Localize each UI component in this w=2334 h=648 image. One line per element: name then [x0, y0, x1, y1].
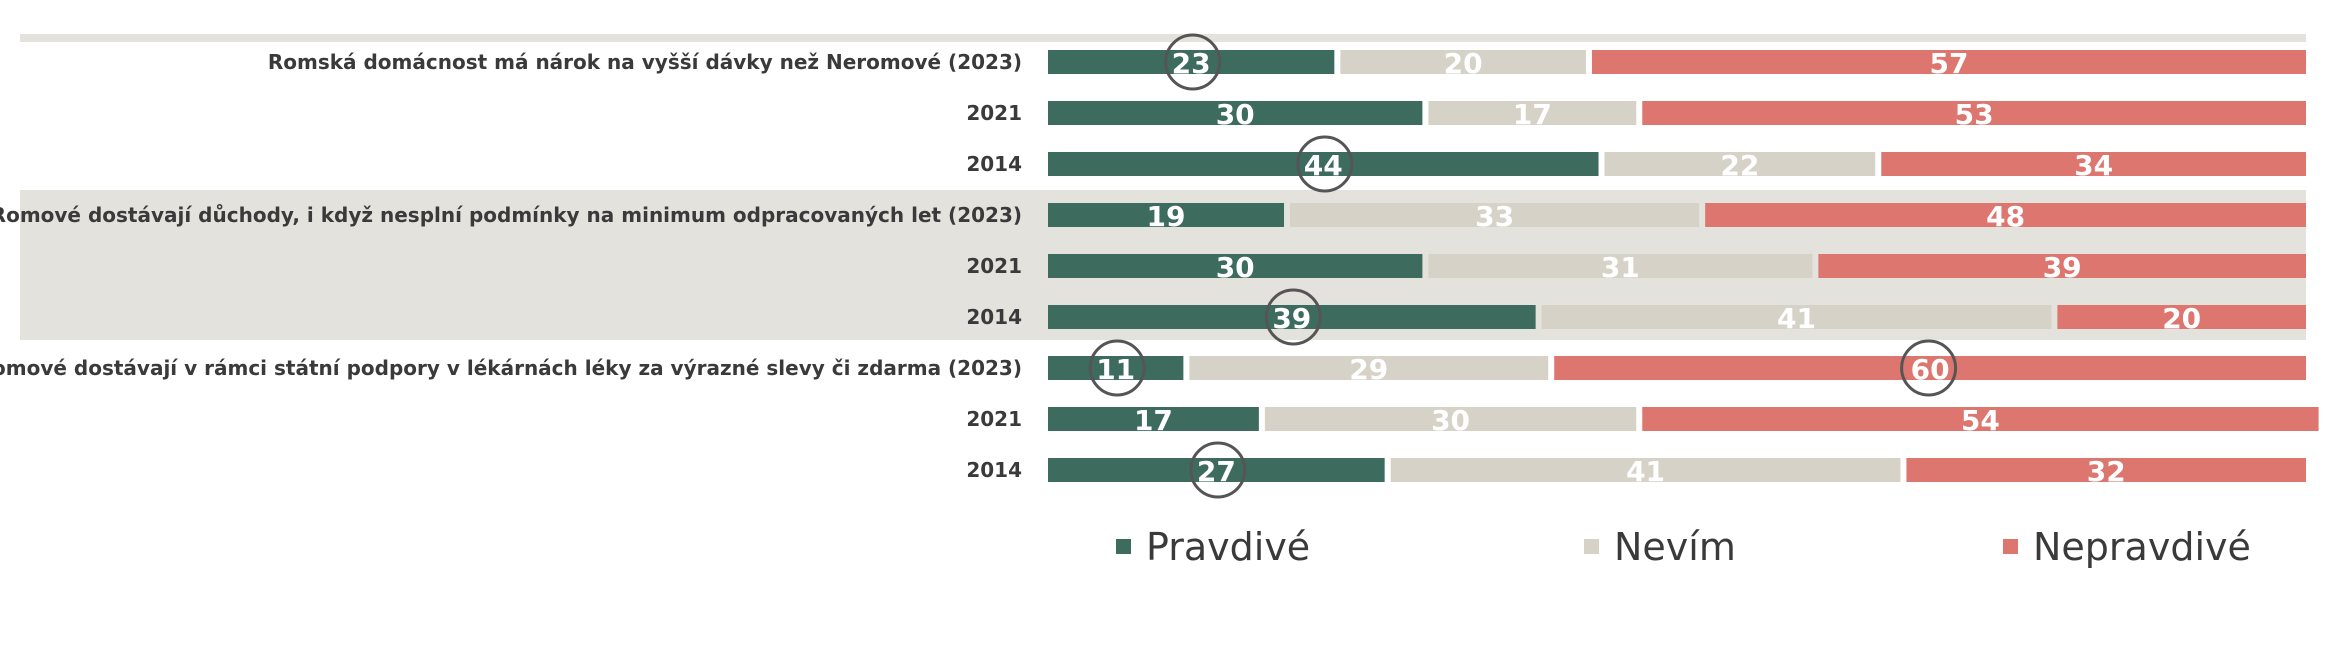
legend-swatch: [2003, 539, 2018, 554]
data-label: 31: [1601, 251, 1640, 284]
data-label: 39: [2043, 251, 2082, 284]
data-label: 17: [1134, 404, 1173, 437]
category-label: Romská domácnost má nárok na vyšší dávky…: [268, 50, 1022, 74]
bar-segment: [1881, 152, 2306, 176]
bar-segment: [1705, 203, 2306, 227]
bar-segment: [1642, 101, 2306, 125]
bar-segment: [1428, 254, 1813, 278]
data-label: 32: [2087, 455, 2126, 488]
data-label: 27: [1197, 455, 1236, 488]
highlight-circle: [1264, 288, 1322, 346]
data-label: 30: [1431, 404, 1470, 437]
bar-segment: [1906, 458, 2306, 482]
data-label: 57: [1929, 47, 1968, 80]
data-label: 19: [1147, 200, 1186, 233]
bar-segment: [1428, 101, 1637, 125]
data-label: 41: [1626, 455, 1665, 488]
data-label: 54: [1961, 404, 2000, 437]
bar-segment: [1048, 356, 1184, 380]
data-label: 30: [1216, 251, 1255, 284]
data-label: 20: [2162, 302, 2201, 335]
data-label: 44: [1304, 149, 1343, 182]
legend-label: Nepravdivé: [2033, 525, 2251, 569]
category-labels: Romská domácnost má nárok na vyšší dávky…: [0, 50, 1022, 482]
data-label: 17: [1513, 98, 1552, 131]
highlight-circle: [1296, 135, 1354, 193]
bar-segment: [1048, 458, 1385, 482]
bar-segment: [2057, 305, 2306, 329]
legend-label: Nevím: [1614, 525, 1736, 569]
data-label: 41: [1777, 302, 1816, 335]
data-label: 33: [1475, 200, 1514, 233]
highlight-circle: [1900, 339, 1958, 397]
data-label: 34: [2074, 149, 2113, 182]
bar-segment: [1048, 152, 1599, 176]
data-label: 39: [1272, 302, 1311, 335]
data-label: 53: [1955, 98, 1994, 131]
bar-segment: [1048, 50, 1335, 74]
highlight-circle: [1088, 339, 1146, 397]
data-label: 20: [1444, 47, 1483, 80]
bar-segment: [1290, 203, 1700, 227]
bar-segment: [1048, 407, 1259, 431]
bar-segment: [1818, 254, 2306, 278]
category-label: 2021: [966, 254, 1022, 278]
bar-segment: [1390, 458, 1901, 482]
bars: 23 20 57 30 17 53 44 22 34 19 33 48 30 31 39 39 41 20 11 29…: [1048, 47, 2319, 488]
bar-segment: [1189, 356, 1549, 380]
category-label: 2021: [966, 407, 1022, 431]
bar-segment: [1048, 203, 1285, 227]
bar-segment: [1048, 101, 1423, 125]
top-band: [20, 34, 2306, 42]
data-label: 48: [1986, 200, 2025, 233]
data-label: 23: [1172, 47, 1211, 80]
category-label: Romové dostávají důchody, i když nesplní…: [0, 203, 1022, 227]
highlight-circles: [1088, 33, 1958, 499]
bar-segment: [1048, 305, 1536, 329]
bar-segment: [1604, 152, 1876, 176]
data-label: 22: [1720, 149, 1759, 182]
bar-segment: [1541, 305, 2052, 329]
legend: Pravdivé Nevím Nepravdivé: [1116, 525, 2251, 569]
category-label: Romové dostávají v rámci státní podpory …: [0, 356, 1022, 380]
legend-swatch: [1584, 539, 1599, 554]
bar-segment: [1340, 50, 1586, 74]
bar-segment: [1264, 407, 1637, 431]
data-label: 11: [1096, 353, 1135, 386]
bar-segment: [1048, 254, 1423, 278]
category-label: 2014: [966, 458, 1022, 482]
category-label: 2014: [966, 305, 1022, 329]
highlight-circle: [1164, 33, 1222, 91]
category-label: 2014: [966, 152, 1022, 176]
data-label: 30: [1216, 98, 1255, 131]
legend-swatch: [1116, 539, 1131, 554]
bar-segment: [1642, 407, 2319, 431]
data-label: 29: [1349, 353, 1388, 386]
bar-segment: [1554, 356, 2306, 380]
bar-segment: [1591, 50, 2306, 74]
category-label: 2021: [966, 101, 1022, 125]
data-label: 60: [1911, 353, 1950, 386]
legend-label: Pravdivé: [1146, 525, 1310, 569]
highlight-circle: [1189, 441, 1247, 499]
